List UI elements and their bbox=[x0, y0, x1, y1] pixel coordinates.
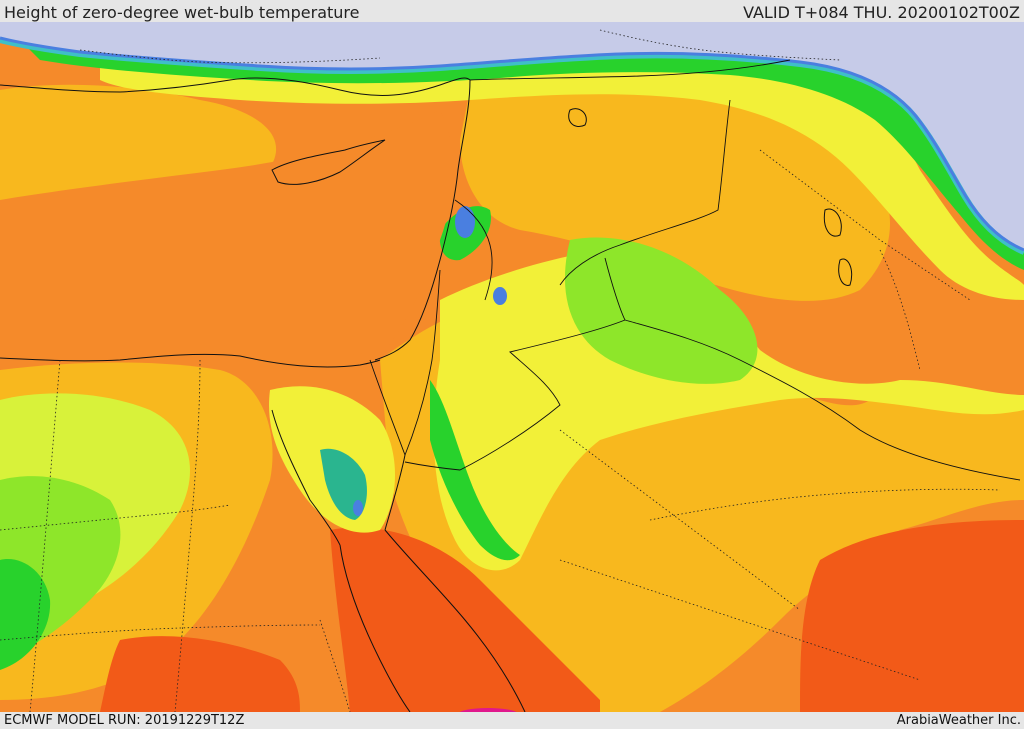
field-yellow-anatolia bbox=[100, 55, 1024, 300]
field-red-orange-southeast bbox=[800, 520, 1024, 712]
province-turkey-2 bbox=[599, 29, 841, 61]
field-lavender-turkey bbox=[0, 22, 1024, 250]
coast-persian-gulf-lakes bbox=[823, 208, 853, 286]
coast-levant bbox=[374, 79, 471, 361]
coast-lake-tuz bbox=[568, 108, 587, 127]
field-blue-turkey-edge bbox=[0, 36, 1024, 252]
credit: ArabiaWeather Inc. bbox=[896, 713, 1021, 728]
map-title: Height of zero-degree wet-bulb temperatu… bbox=[4, 3, 360, 22]
border-jordan-saudi bbox=[404, 319, 626, 471]
province-iraq-2 bbox=[879, 249, 921, 371]
field-green-aqaba-gulf bbox=[430, 380, 520, 561]
province-egypt-south bbox=[0, 624, 321, 641]
coast-gulf-of-suez bbox=[271, 409, 341, 546]
valid-time: VALID T+084 THU. 20200102T00Z bbox=[743, 3, 1020, 22]
field-light-green-jordan bbox=[564, 237, 758, 384]
border-syria-iraq bbox=[559, 99, 731, 286]
map-footer: ECMWF MODEL RUN: 20191229T12Z ArabiaWeat… bbox=[0, 712, 1024, 729]
field-green-west-egypt bbox=[0, 559, 51, 670]
coast-egypt-north bbox=[0, 353, 381, 368]
province-saudi-3 bbox=[559, 559, 921, 681]
coast-red-sea-west bbox=[339, 544, 411, 712]
map-header: Height of zero-degree wet-bulb temperatu… bbox=[0, 0, 1024, 22]
coast-gulf-of-aqaba bbox=[384, 454, 406, 531]
province-libya-egypt bbox=[29, 359, 61, 712]
province-saudi-2 bbox=[649, 488, 1001, 521]
coast-southern-turkey bbox=[0, 77, 471, 96]
coast-cyprus bbox=[271, 139, 386, 185]
coastlines bbox=[0, 77, 853, 712]
field-blue-sinai bbox=[353, 500, 363, 516]
weather-map bbox=[0, 22, 1024, 712]
field-magenta-peak bbox=[459, 708, 517, 712]
province-borders bbox=[0, 29, 1001, 712]
field-red-orange-sudan bbox=[100, 636, 300, 712]
field-orange-yellow-north bbox=[460, 75, 890, 301]
border-egypt-israel bbox=[369, 359, 406, 456]
province-egypt-mid bbox=[0, 504, 231, 531]
weather-map-canvas bbox=[0, 22, 1024, 712]
province-egypt-west bbox=[174, 359, 201, 712]
country-borders bbox=[369, 59, 1021, 481]
border-turkey-syria bbox=[469, 59, 791, 81]
border-israel-jordan bbox=[404, 269, 441, 456]
border-lebanon-syria bbox=[454, 199, 493, 301]
coast-red-sea-east bbox=[384, 529, 526, 712]
field-blue-lebanon bbox=[455, 206, 475, 238]
field-blue-hermon bbox=[493, 287, 507, 305]
border-jordan-iraq-saudi bbox=[604, 257, 1021, 481]
model-run: ECMWF MODEL RUN: 20191229T12Z bbox=[4, 713, 245, 728]
